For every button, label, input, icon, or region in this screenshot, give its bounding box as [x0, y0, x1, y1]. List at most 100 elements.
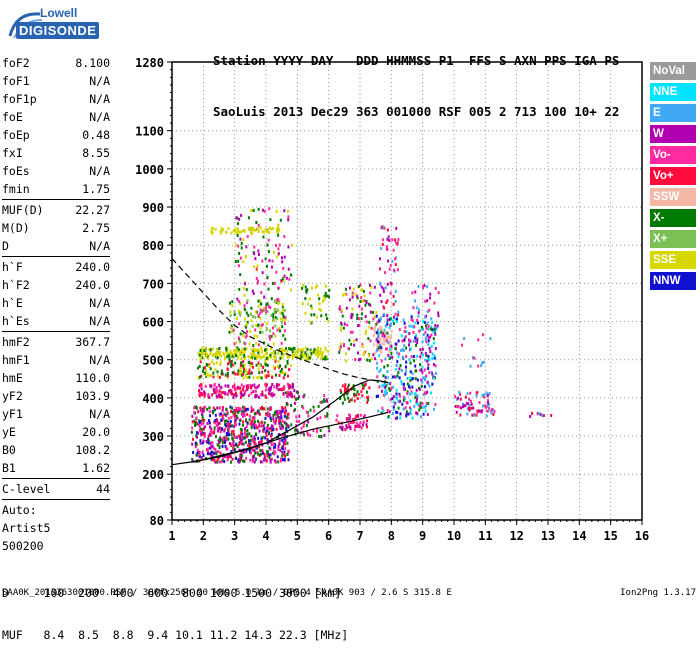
y-tick-label: 800	[142, 239, 164, 253]
echo-point	[310, 304, 313, 308]
echo-point	[233, 342, 236, 346]
echo-point	[375, 349, 378, 353]
param-name: h`E	[2, 296, 23, 310]
echo-point	[250, 423, 253, 427]
echo-point	[424, 299, 427, 303]
echo-point	[274, 243, 277, 247]
echo-point	[263, 295, 266, 299]
echo-point	[251, 231, 254, 235]
echo-point	[218, 375, 221, 379]
param-row: MUF(D) 22.27	[2, 201, 110, 219]
echo-point	[216, 422, 219, 426]
echo-point	[305, 410, 308, 414]
echo-point	[243, 304, 246, 308]
echo-point	[290, 394, 293, 398]
echo-point	[459, 413, 462, 417]
echo-point	[429, 292, 432, 296]
echo-point	[243, 308, 246, 312]
echo-point	[238, 287, 241, 291]
echo-point	[426, 309, 429, 313]
echo-point	[221, 414, 224, 418]
echo-point	[376, 379, 379, 383]
echo-point	[214, 421, 217, 425]
echo-point	[223, 392, 226, 396]
echo-point	[430, 325, 433, 329]
echo-point	[390, 351, 393, 355]
echo-point	[227, 437, 230, 441]
echo-point	[276, 364, 279, 368]
echo-point	[343, 322, 346, 326]
y-tick-label: 300	[142, 430, 164, 444]
legend-item-noval: NoVal	[650, 62, 696, 80]
echo-point	[241, 409, 244, 413]
echo-point	[303, 421, 306, 425]
echo-point	[208, 421, 211, 425]
echo-point	[273, 385, 276, 389]
echo-point	[380, 328, 383, 332]
param-value: 110.0	[75, 371, 110, 385]
echo-point	[431, 352, 434, 356]
echo-point	[256, 279, 259, 283]
echo-point	[202, 427, 205, 431]
echo-point	[244, 440, 247, 444]
echo-point	[250, 319, 253, 323]
echo-point	[434, 332, 437, 336]
echo-point	[324, 348, 327, 352]
echo-point	[260, 393, 263, 397]
echo-point	[255, 445, 258, 449]
echo-point	[258, 323, 261, 327]
echo-point	[423, 320, 426, 324]
echo-point	[247, 439, 250, 443]
echo-point	[297, 397, 300, 401]
echo-point	[207, 441, 210, 445]
echo-point	[288, 368, 291, 372]
echo-point	[343, 388, 346, 392]
echo-point	[415, 333, 418, 337]
echo-point	[410, 317, 413, 321]
echo-point	[273, 281, 276, 285]
echo-point	[473, 356, 476, 360]
echo-point	[265, 429, 268, 433]
echo-point	[265, 264, 268, 268]
echo-point	[284, 406, 287, 410]
param-row: foEp 0.48	[2, 126, 110, 144]
echo-point	[239, 273, 242, 277]
echo-point	[238, 460, 241, 464]
echo-point	[354, 358, 357, 362]
echo-point	[358, 324, 361, 328]
echo-point	[267, 374, 270, 378]
echo-point	[276, 412, 279, 416]
echo-point	[283, 255, 286, 259]
echo-point	[397, 371, 400, 375]
echo-point	[260, 441, 263, 445]
echo-point	[373, 285, 376, 289]
echo-point	[403, 344, 406, 348]
echo-point	[273, 450, 276, 454]
echo-point	[391, 412, 394, 416]
echo-point	[428, 384, 431, 388]
echo-point	[261, 323, 264, 327]
echo-point	[379, 343, 382, 347]
echo-point	[437, 311, 440, 315]
echo-point	[244, 427, 247, 431]
echo-point	[236, 227, 239, 231]
echo-point	[224, 384, 227, 388]
echo-point	[386, 364, 389, 368]
echo-point	[409, 406, 412, 410]
echo-point	[468, 406, 471, 410]
logo-text-lowell: Lowell	[40, 6, 78, 20]
echo-point	[232, 229, 235, 233]
echo-point	[282, 407, 285, 411]
echo-point	[353, 428, 356, 432]
echo-point	[458, 390, 461, 394]
echo-point	[269, 337, 272, 341]
echo-point	[359, 283, 362, 287]
echo-point	[234, 448, 237, 452]
echo-point	[230, 231, 233, 235]
echo-point	[275, 255, 278, 259]
echo-point	[345, 417, 348, 421]
echo-point	[264, 383, 267, 387]
echo-point	[259, 302, 262, 306]
echo-point	[317, 349, 320, 353]
echo-point	[267, 356, 270, 360]
